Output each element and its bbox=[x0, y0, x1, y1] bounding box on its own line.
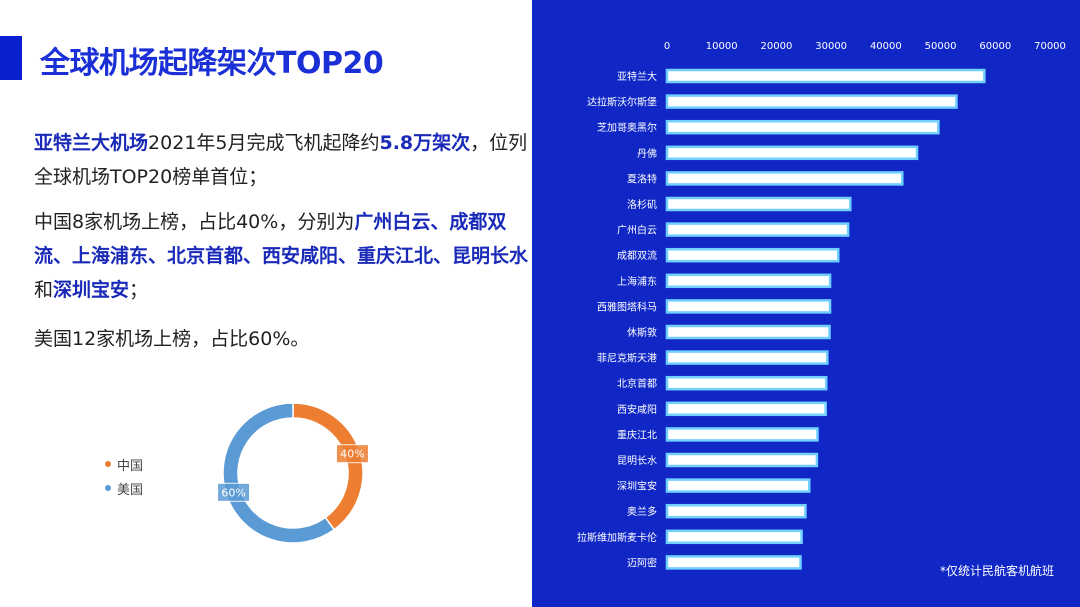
data-label-box bbox=[217, 482, 251, 502]
text-segment: ； bbox=[129, 279, 149, 301]
y-category-label: 休斯敦 bbox=[627, 326, 657, 339]
y-category-label: 上海浦东 bbox=[617, 275, 657, 288]
bar bbox=[665, 555, 802, 570]
y-category-label: 芝加哥奥黑尔 bbox=[597, 121, 657, 134]
y-category-label: 亚特兰大 bbox=[617, 70, 657, 83]
bar bbox=[665, 196, 852, 212]
text-segment: 和 bbox=[34, 279, 54, 301]
y-category-label: 夏洛特 bbox=[627, 172, 657, 185]
bar bbox=[665, 94, 958, 109]
paragraph-china: 中国8家机场上榜，占比40%，分别为广州白云、成都双流、上海浦东、北京首都、西安… bbox=[34, 205, 529, 307]
y-category-label: 迈阿密 bbox=[627, 556, 657, 569]
legend-item-usa: 美国 bbox=[105, 476, 143, 500]
y-category-label: 奥兰多 bbox=[627, 505, 657, 518]
text-segment: 2021年5月完成飞机起降约 bbox=[148, 132, 380, 154]
x-tick-label: 60000 bbox=[979, 41, 1011, 52]
highlight-china-airports: 广州白云、成都双流、上海浦东、北京首都、西安咸阳、重庆江北、昆明长水 bbox=[34, 211, 529, 267]
bar bbox=[665, 503, 807, 519]
bar bbox=[665, 478, 811, 493]
legend-item-china: 中国 bbox=[105, 452, 143, 476]
y-category-label: 昆明长水 bbox=[617, 455, 657, 467]
bar bbox=[665, 350, 829, 365]
y-category-label: 洛杉矶 bbox=[627, 198, 657, 211]
x-tick-label: 10000 bbox=[706, 41, 738, 52]
y-category-label: 西安咸阳 bbox=[617, 403, 657, 416]
legend-dot-icon bbox=[105, 461, 111, 467]
bar bbox=[665, 68, 986, 84]
data-label-box bbox=[335, 444, 369, 464]
bar bbox=[665, 119, 940, 135]
text-panel: 全球机场起降架次TOP20 亚特兰大机场2021年5月完成飞机起降约5.8万架次… bbox=[0, 0, 532, 607]
y-category-label: 菲尼克斯天港 bbox=[597, 352, 657, 365]
y-category-label: 西雅图塔科马 bbox=[597, 300, 657, 313]
y-category-label: 丹佛 bbox=[637, 147, 657, 160]
donut-legend: 中国 美国 bbox=[105, 452, 143, 500]
paragraph-usa: 美国12家机场上榜，占比60%。 bbox=[34, 328, 310, 350]
x-tick-label: 50000 bbox=[925, 41, 957, 52]
paragraph-atlanta: 亚特兰大机场2021年5月完成飞机起降约5.8万架次，位列全球机场TOP20榜单… bbox=[34, 126, 529, 194]
footnote: *仅统计民航客机航班 bbox=[939, 564, 1054, 578]
highlight-atlanta: 亚特兰大机场 bbox=[34, 132, 149, 154]
x-tick-label: 0 bbox=[664, 41, 670, 52]
donut-chart: 40% 60% bbox=[217, 402, 369, 544]
highlight-flights: 5.8万架次 bbox=[379, 132, 471, 154]
data-label: 60% bbox=[221, 486, 245, 499]
highlight-shenzhen: 深圳宝安 bbox=[53, 279, 130, 301]
donut-slice bbox=[222, 402, 336, 544]
x-tick-label: 30000 bbox=[815, 41, 847, 52]
bar bbox=[665, 171, 904, 186]
donut-slice bbox=[292, 402, 364, 531]
y-category-label: 拉斯维加斯麦卡伦 bbox=[577, 531, 657, 544]
legend-label: 中国 bbox=[117, 458, 144, 474]
bar-chart: 0 10000 20000 30000 40000 50000 60000 70000 亚特兰大… bbox=[577, 41, 1066, 570]
y-category-label: 达拉斯沃尔斯堡 bbox=[587, 96, 657, 109]
bar bbox=[665, 222, 850, 237]
bar bbox=[665, 529, 803, 545]
bar bbox=[665, 427, 819, 442]
data-label: 40% bbox=[340, 448, 364, 461]
bar bbox=[665, 324, 831, 340]
bar bbox=[665, 247, 840, 263]
x-tick-label: 40000 bbox=[870, 41, 902, 52]
y-category-label: 成都双流 bbox=[617, 249, 657, 262]
title-accent-bar bbox=[0, 36, 22, 80]
bar-chart-panel: 0 10000 20000 30000 40000 50000 60000 70000 亚特兰大… bbox=[532, 0, 1080, 607]
text-segment: 中国8家机场上榜，占比40%，分别为 bbox=[34, 211, 355, 233]
bar bbox=[665, 401, 827, 417]
x-tick-label: 20000 bbox=[761, 41, 793, 52]
y-category-label: 深圳宝安 bbox=[617, 480, 657, 493]
text-segment: ，位列全球机场TOP20榜单首位； bbox=[34, 132, 528, 188]
legend-label: 美国 bbox=[117, 482, 144, 498]
bar bbox=[665, 145, 919, 161]
bar bbox=[665, 375, 828, 391]
y-category-label: 重庆江北 bbox=[617, 428, 657, 441]
y-category-label: 北京首都 bbox=[617, 377, 657, 390]
bar bbox=[665, 452, 819, 468]
bar bbox=[665, 273, 832, 289]
bar bbox=[665, 299, 832, 314]
legend-dot-icon bbox=[105, 485, 111, 491]
x-tick-label: 70000 bbox=[1034, 41, 1066, 52]
page-title: 全球机场起降架次TOP20 bbox=[40, 46, 384, 81]
y-category-label: 广州白云 bbox=[617, 224, 657, 237]
